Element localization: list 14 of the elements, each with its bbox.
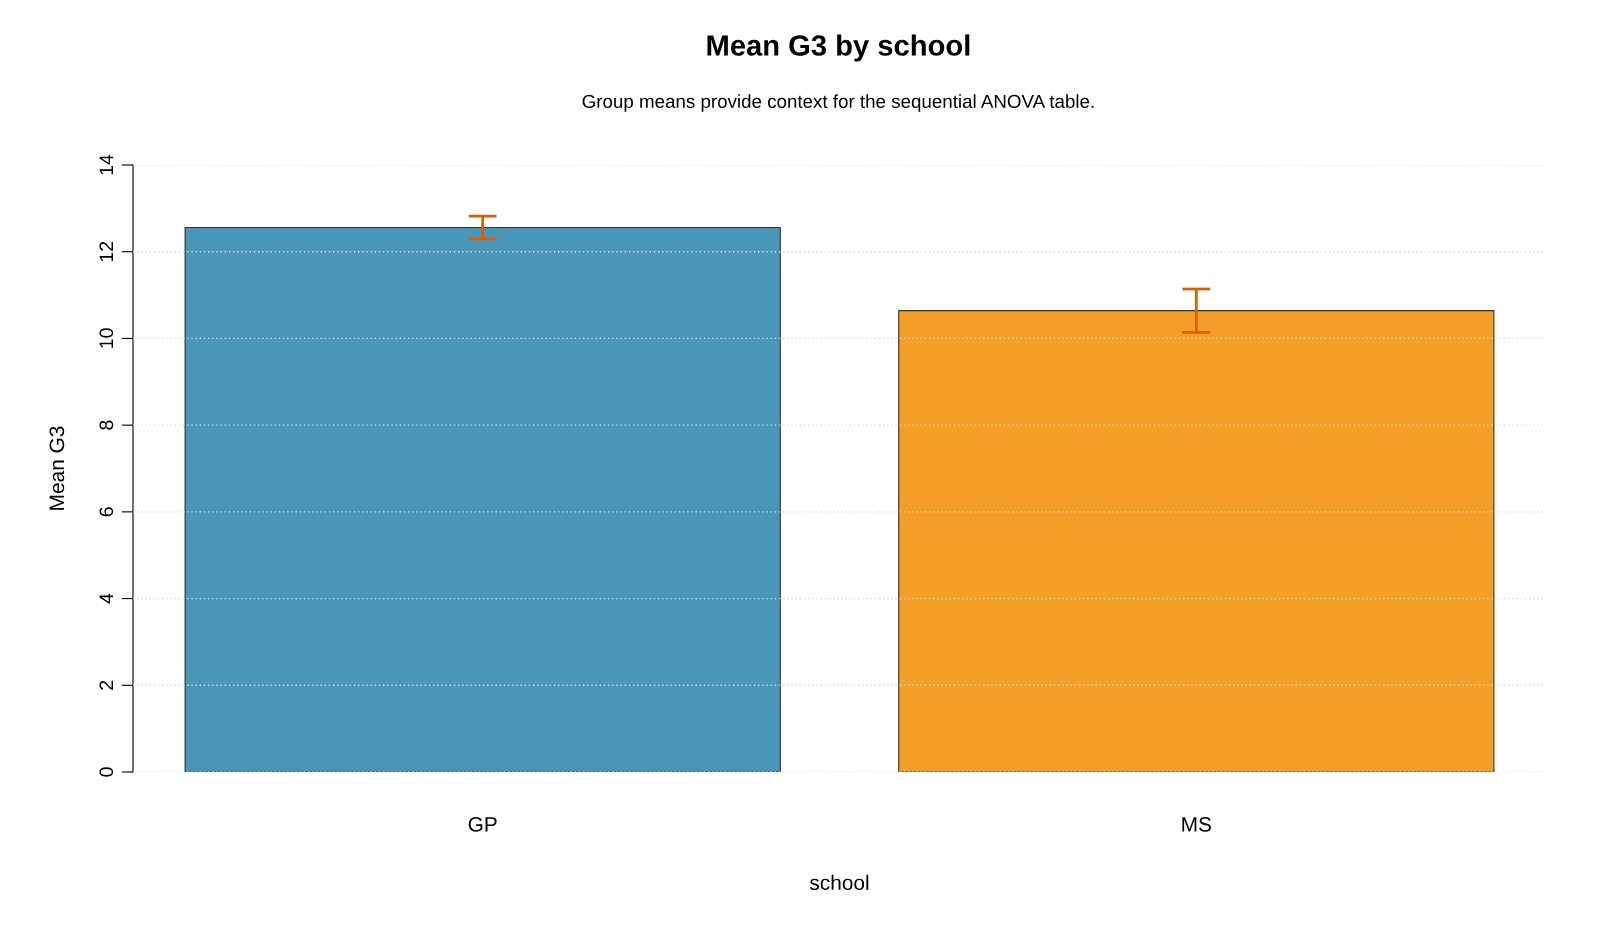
y-tick-label: 12 [99, 241, 113, 262]
chart-subtitle: Group means provide context for the sequential ANOVA table. [582, 94, 1094, 112]
y-tick-label: 4 [99, 593, 113, 604]
y-tick-label: 8 [99, 420, 114, 430]
y-axis-title: Mean G3 [49, 426, 65, 510]
y-tick-label: 10 [99, 328, 114, 348]
y-tick-label: 14 [99, 154, 113, 175]
y-tick-label: 0 [99, 767, 114, 777]
y-tick-label: 2 [99, 680, 113, 690]
x-axis-title: school [809, 874, 869, 891]
chart-title: Mean G3 by school [707, 34, 970, 62]
x-tick-label: MS [1182, 816, 1211, 832]
x-tick-label: GP [468, 816, 497, 832]
y-tick-label: 6 [99, 507, 114, 517]
